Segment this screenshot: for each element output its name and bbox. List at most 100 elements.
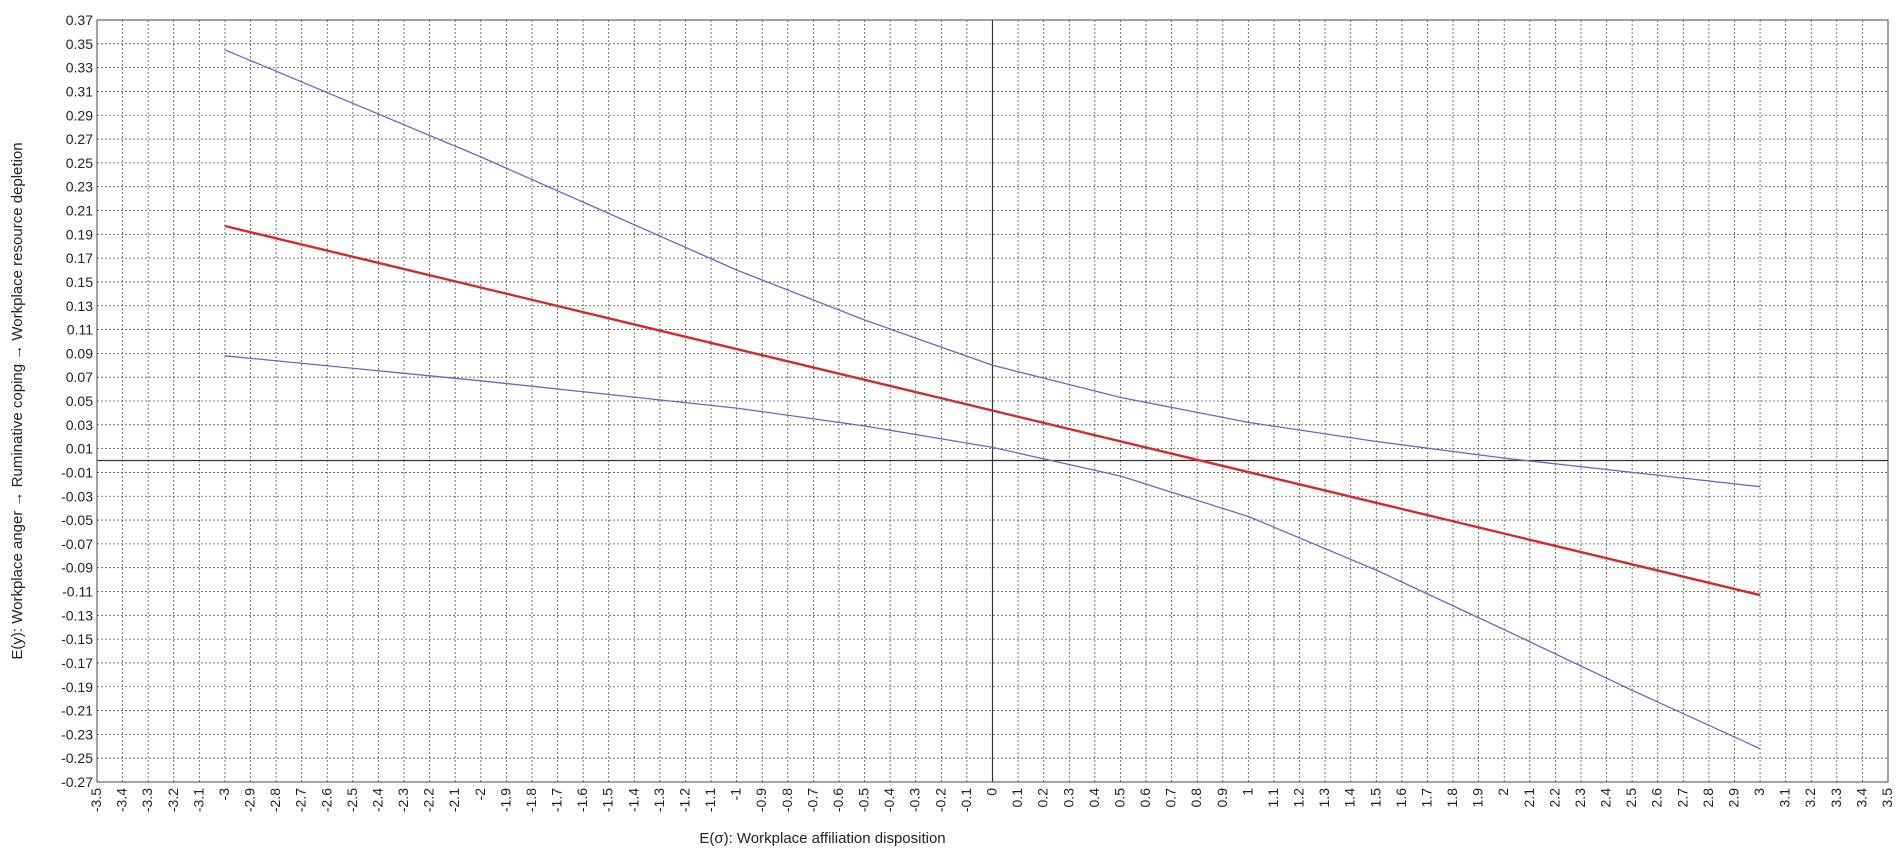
x-tick-label: 2.4	[1598, 788, 1614, 808]
y-tick-label: 0.37	[66, 12, 93, 28]
grid	[96, 19, 1889, 783]
y-tick-label: -0.07	[61, 536, 93, 552]
y-tick-label: 0.19	[66, 226, 93, 242]
x-tick-label: 1.7	[1418, 788, 1434, 808]
x-tick-label: 0.5	[1111, 788, 1127, 808]
x-tick-label: -0.6	[830, 788, 846, 812]
x-tick-label: -0.8	[779, 788, 795, 812]
y-tick-label: 0.01	[66, 441, 93, 457]
x-tick-label: 0.9	[1214, 788, 1230, 808]
x-axis-title: E(σ): Workplace affiliation disposition	[699, 830, 945, 847]
y-tick-label: 0.07	[66, 369, 93, 385]
x-tick-label: 1.3	[1316, 788, 1332, 808]
x-tick-label: -1.9	[497, 788, 513, 812]
x-tick-label: 2.7	[1674, 788, 1690, 808]
y-tick-labels: 0.37 0.35 0.33 0.31 0.29 0.27 0.25 0.23 0.21 0.19…	[61, 12, 93, 790]
x-tick-label: -3.4	[114, 788, 130, 812]
x-tick-label: 2.9	[1725, 788, 1741, 808]
x-tick-label: -1.5	[600, 788, 616, 812]
y-tick-label: -0.21	[61, 703, 93, 719]
y-tick-label: 0.17	[66, 250, 93, 266]
upper-bound-line	[224, 49, 1761, 488]
plot-frame	[96, 19, 1889, 783]
x-tick-label: -2	[472, 788, 488, 801]
y-tick-label: 0.23	[66, 179, 93, 195]
reference-lines	[97, 20, 1888, 782]
y-tick-label: 0.33	[66, 60, 93, 76]
x-tick-label: -0.2	[932, 788, 948, 812]
x-tick-label: -3.5	[88, 788, 104, 812]
x-tick-label: 3.5	[1879, 788, 1895, 808]
y-tick-label: -0.17	[61, 655, 93, 671]
y-tick-label: 0.03	[66, 417, 93, 433]
x-tick-label: 2.6	[1649, 788, 1665, 808]
y-axis-title: E(y): Workplace anger → Ruminative copin…	[9, 142, 26, 659]
series-layer	[224, 49, 1761, 750]
x-tick-label: 3.1	[1777, 788, 1793, 808]
x-tick-label: -0.9	[753, 788, 769, 812]
x-tick-label: 1.4	[1342, 788, 1358, 808]
x-tick-label: 0.8	[1188, 788, 1204, 808]
x-tick-label: 0.4	[1086, 788, 1102, 808]
x-tick-label: -1.4	[625, 788, 641, 812]
x-tick-label: -1.8	[523, 788, 539, 812]
x-tick-label: 1.6	[1393, 788, 1409, 808]
y-tick-label: 0.31	[66, 83, 93, 99]
y-tick-label: 0.21	[66, 203, 93, 219]
x-tick-label: -2.4	[369, 788, 385, 812]
x-tick-label: -3.3	[139, 788, 155, 812]
x-tick-label: -1.2	[676, 788, 692, 812]
y-tick-label: 0.05	[66, 393, 93, 409]
x-tick-label: -3.1	[190, 788, 206, 812]
x-tick-label: 2.5	[1623, 788, 1639, 808]
x-tick-label: 1.2	[1291, 788, 1307, 808]
y-tick-label: -0.25	[61, 750, 93, 766]
x-tick-labels: -3.5 -3.4 -3.3 -3.2 -3.1 -3 -2.9 -2.8 -2.7 -2.6 -2…	[88, 788, 1895, 812]
x-tick-label: -1.1	[702, 788, 718, 812]
y-tick-label: -0.15	[61, 631, 93, 647]
y-tick-label: 0.35	[66, 36, 93, 52]
lower-bound-line	[224, 355, 1761, 750]
x-tick-label: 2.3	[1572, 788, 1588, 808]
estimate-line	[224, 224, 1761, 597]
y-tick-label: -0.03	[61, 488, 93, 504]
x-tick-label: -3	[216, 788, 232, 801]
x-tick-label: 2	[1495, 788, 1511, 796]
y-tick-label: 0.29	[66, 107, 93, 123]
x-tick-label: -0.4	[881, 788, 897, 812]
x-tick-label: 3	[1751, 788, 1767, 796]
x-tick-label: -2.3	[395, 788, 411, 812]
x-tick-label: -0.3	[907, 788, 923, 812]
x-tick-label: -2.9	[242, 788, 258, 812]
x-tick-label: -2.1	[446, 788, 462, 812]
y-tick-label: -0.19	[61, 679, 93, 695]
x-tick-label: 0	[984, 788, 1000, 796]
x-tick-label: -0.7	[804, 788, 820, 812]
x-tick-label: 2.2	[1546, 788, 1562, 808]
x-tick-label: 1.8	[1444, 788, 1460, 808]
x-tick-label: -1.3	[651, 788, 667, 812]
x-tick-label: 0.1	[1009, 788, 1025, 808]
x-tick-label: 0.7	[1163, 788, 1179, 808]
x-tick-label: 0.6	[1137, 788, 1153, 808]
x-tick-label: 1.1	[1265, 788, 1281, 808]
x-tick-label: 1	[1239, 788, 1255, 796]
x-tick-label: -0.1	[958, 788, 974, 812]
x-tick-label: 3.2	[1802, 788, 1818, 808]
y-tick-label: -0.05	[61, 512, 93, 528]
y-tick-label: -0.13	[61, 607, 93, 623]
y-tick-label: -0.27	[61, 774, 93, 790]
x-tick-label: -1.7	[549, 788, 565, 812]
y-tick-label: 0.15	[66, 274, 93, 290]
y-tick-label: 0.11	[67, 322, 93, 338]
x-tick-label: 3.3	[1828, 788, 1844, 808]
x-tick-label: -2.8	[267, 788, 283, 812]
x-tick-label: -1	[728, 788, 744, 801]
y-tick-label: -0.23	[61, 726, 93, 742]
x-tick-label: -2.6	[318, 788, 334, 812]
x-tick-label: 2.1	[1521, 788, 1537, 808]
x-tick-label: 1.5	[1367, 788, 1383, 808]
x-tick-label: -2.7	[293, 788, 309, 812]
x-tick-label: -1.6	[574, 788, 590, 812]
y-tick-label: -0.09	[61, 560, 93, 576]
